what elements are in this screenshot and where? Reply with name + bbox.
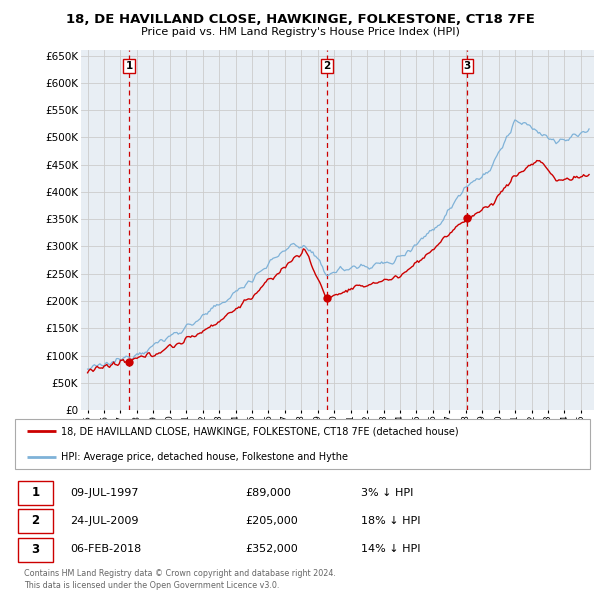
Text: 24-JUL-2009: 24-JUL-2009 [70, 516, 139, 526]
Text: 1: 1 [31, 486, 40, 499]
Text: £352,000: £352,000 [245, 545, 298, 554]
Text: This data is licensed under the Open Government Licence v3.0.: This data is licensed under the Open Gov… [23, 581, 279, 589]
Text: Price paid vs. HM Land Registry's House Price Index (HPI): Price paid vs. HM Land Registry's House … [140, 27, 460, 37]
Text: 06-FEB-2018: 06-FEB-2018 [70, 545, 142, 554]
Text: 3: 3 [31, 543, 40, 556]
FancyBboxPatch shape [18, 538, 53, 562]
Text: HPI: Average price, detached house, Folkestone and Hythe: HPI: Average price, detached house, Folk… [61, 452, 349, 462]
FancyBboxPatch shape [18, 510, 53, 533]
Text: 3: 3 [464, 61, 471, 71]
Text: 2: 2 [31, 514, 40, 527]
FancyBboxPatch shape [18, 481, 53, 505]
Text: 2: 2 [323, 61, 331, 71]
Text: 18, DE HAVILLAND CLOSE, HAWKINGE, FOLKESTONE, CT18 7FE (detached house): 18, DE HAVILLAND CLOSE, HAWKINGE, FOLKES… [61, 426, 459, 436]
Text: 09-JUL-1997: 09-JUL-1997 [70, 488, 139, 497]
Text: £89,000: £89,000 [245, 488, 290, 497]
Text: 1: 1 [125, 61, 133, 71]
Text: 18, DE HAVILLAND CLOSE, HAWKINGE, FOLKESTONE, CT18 7FE: 18, DE HAVILLAND CLOSE, HAWKINGE, FOLKES… [65, 13, 535, 26]
Text: Contains HM Land Registry data © Crown copyright and database right 2024.: Contains HM Land Registry data © Crown c… [23, 569, 335, 578]
Text: 18% ↓ HPI: 18% ↓ HPI [361, 516, 421, 526]
Text: 3% ↓ HPI: 3% ↓ HPI [361, 488, 413, 497]
FancyBboxPatch shape [15, 419, 590, 469]
Text: 14% ↓ HPI: 14% ↓ HPI [361, 545, 421, 554]
Text: £205,000: £205,000 [245, 516, 298, 526]
